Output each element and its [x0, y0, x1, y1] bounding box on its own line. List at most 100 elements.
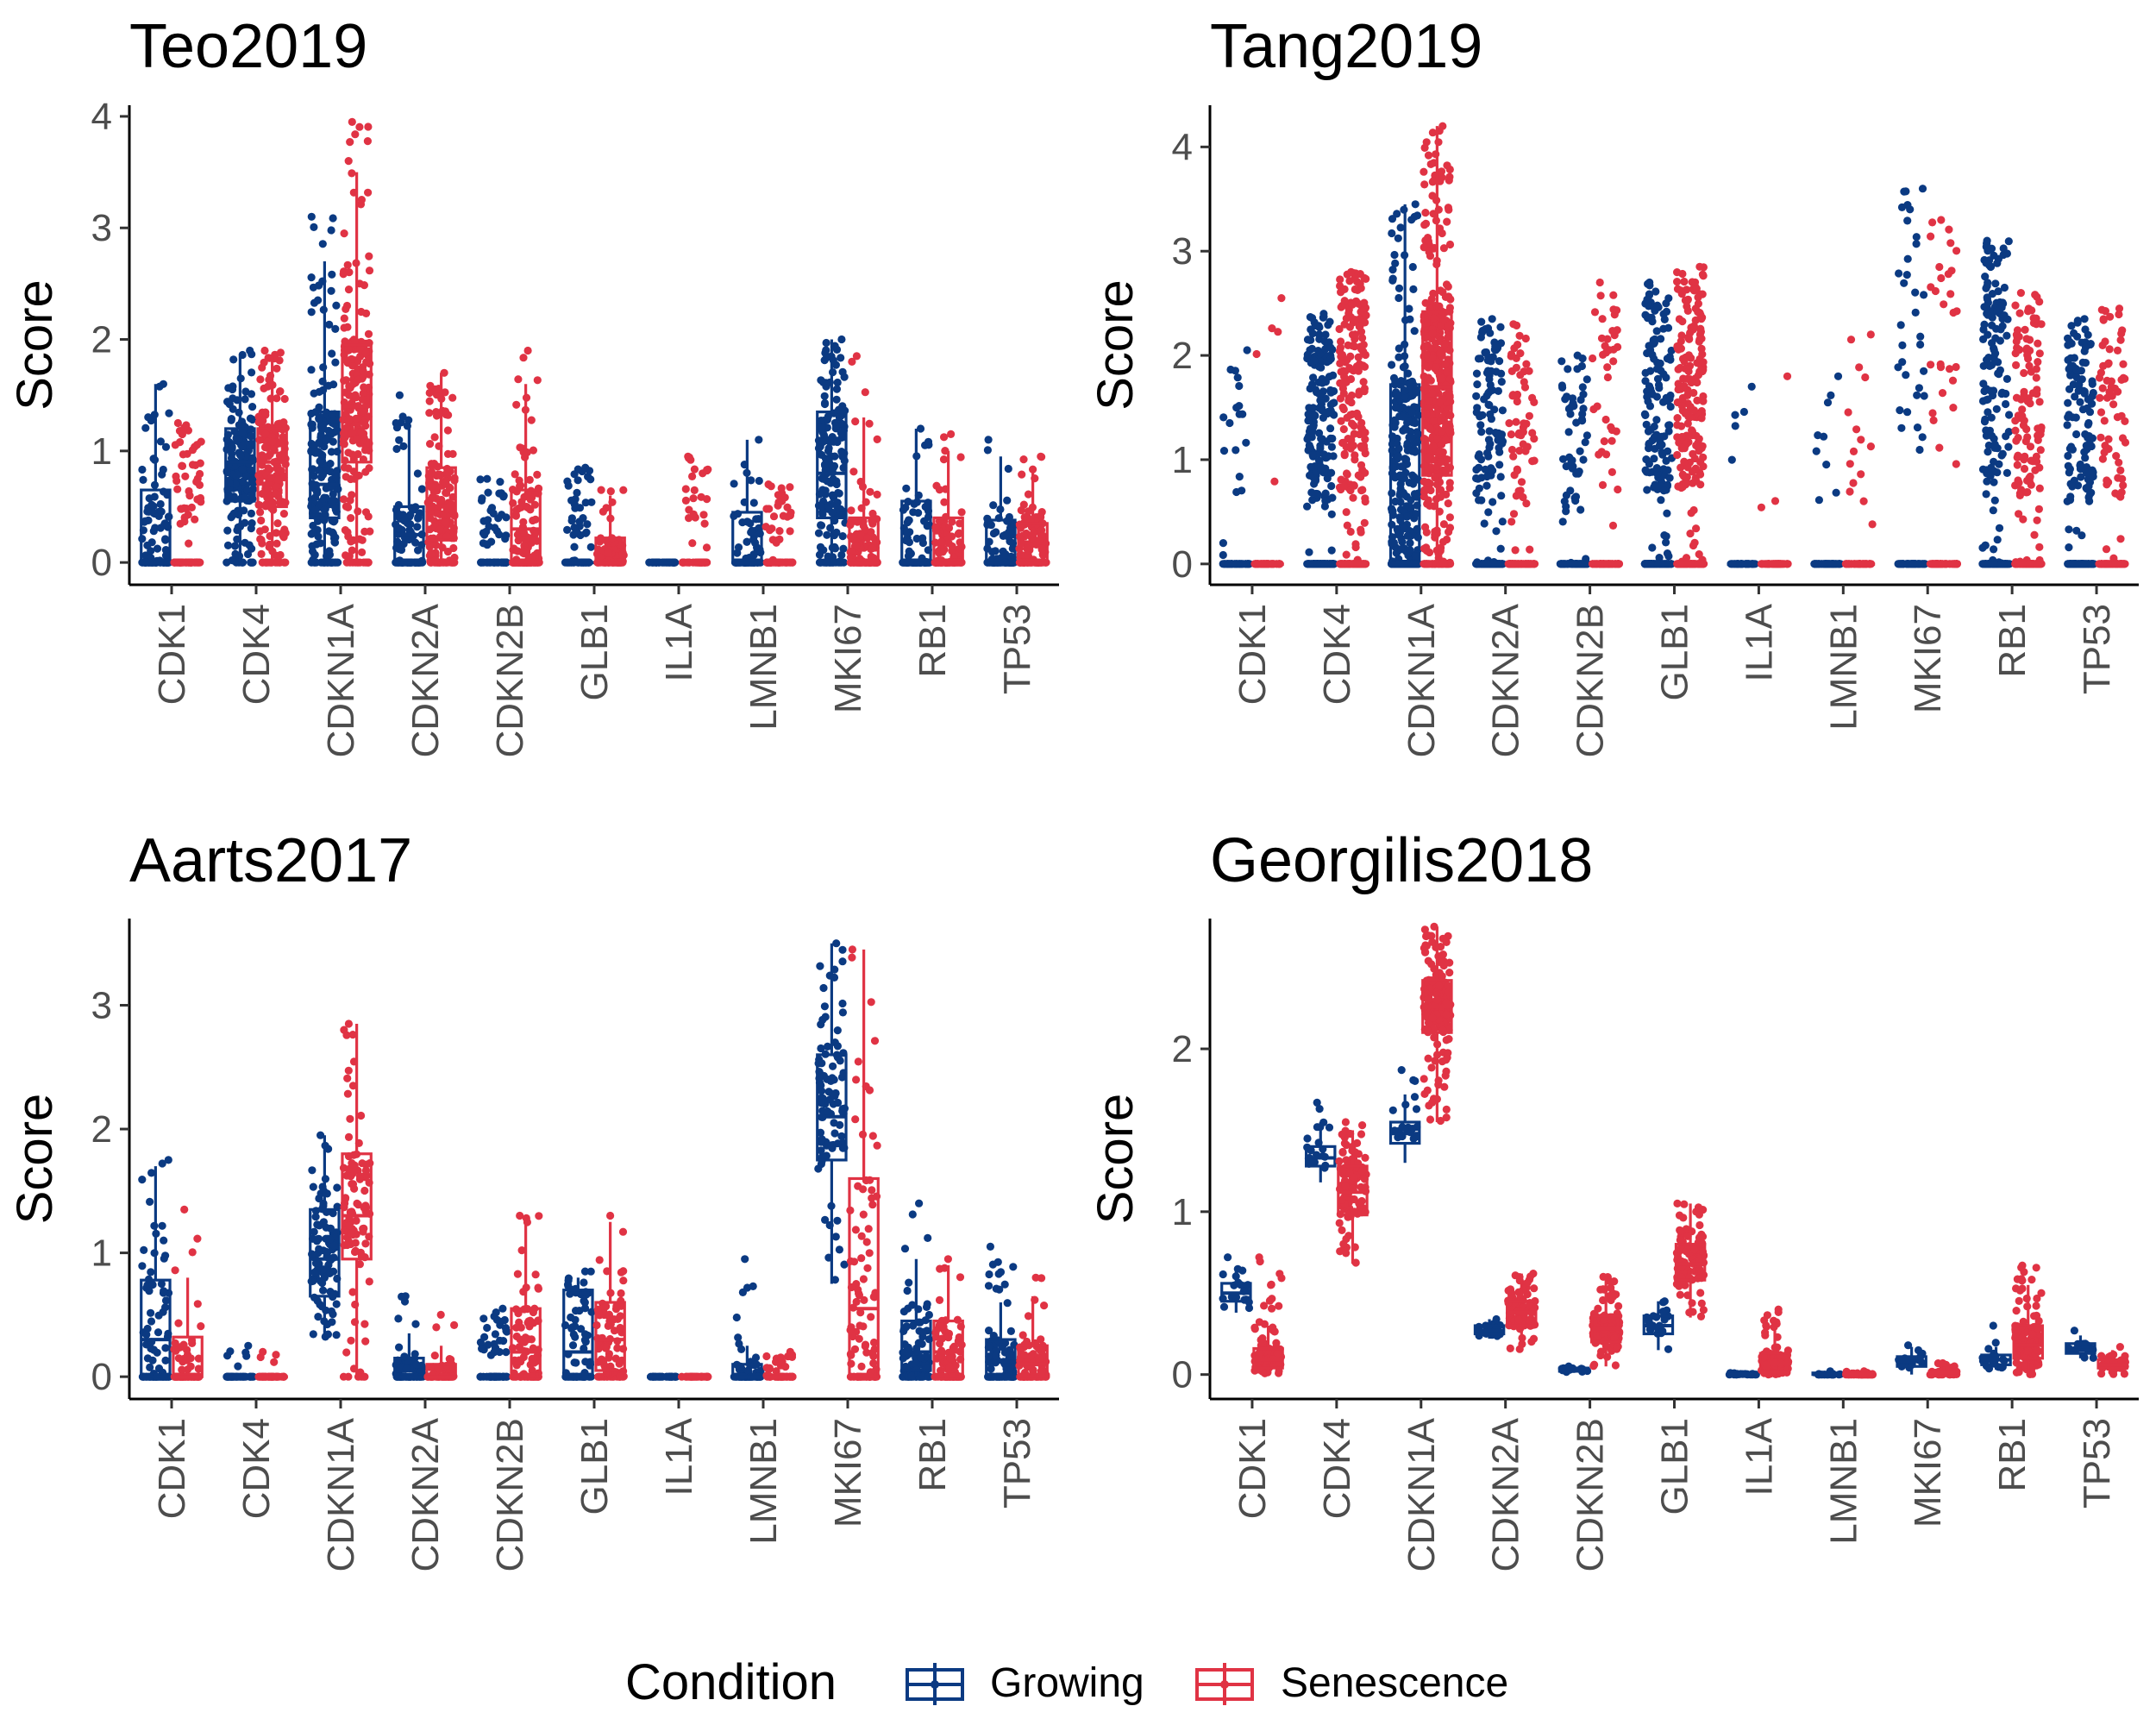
data-point — [1481, 465, 1489, 474]
data-point — [1232, 446, 1240, 455]
data-point — [1473, 380, 1482, 389]
box-cdkn2a-growing — [1473, 561, 1506, 566]
data-point — [192, 477, 201, 486]
data-point — [339, 495, 348, 504]
data-point — [868, 544, 877, 553]
data-point — [1411, 448, 1420, 456]
data-point — [573, 476, 582, 485]
data-point — [1896, 406, 1904, 415]
data-point — [1357, 473, 1365, 481]
data-point — [1564, 428, 1573, 436]
data-point — [1306, 443, 1314, 452]
data-point — [246, 414, 255, 423]
data-point — [1303, 502, 1312, 511]
data-point — [443, 467, 453, 477]
data-point — [311, 448, 320, 457]
data-point — [1918, 185, 1927, 193]
data-point — [1472, 489, 1481, 498]
data-point — [2064, 413, 2072, 422]
data-point — [777, 484, 786, 492]
data-point — [1654, 380, 1664, 389]
data-point — [523, 503, 532, 512]
data-point — [1035, 536, 1044, 545]
data-point — [1486, 410, 1495, 418]
data-point — [774, 491, 783, 499]
data-point — [1484, 508, 1493, 517]
data-point — [256, 508, 265, 517]
data-point — [1663, 509, 1671, 518]
data-point — [818, 502, 826, 511]
data-point — [1833, 372, 1843, 380]
data-point — [273, 475, 282, 484]
data-point — [359, 367, 367, 376]
data-point — [228, 511, 236, 520]
data-point — [1486, 380, 1495, 389]
data-point — [396, 511, 404, 519]
data-point — [755, 476, 763, 486]
data-point — [1578, 383, 1587, 392]
data-point — [484, 516, 492, 524]
data-point — [309, 283, 317, 292]
data-point — [699, 511, 708, 519]
data-point — [814, 529, 824, 537]
data-point — [984, 436, 993, 444]
x-tick-label: CDKN2A — [404, 603, 447, 757]
data-point — [1651, 482, 1660, 491]
data-point — [935, 486, 944, 494]
data-point — [837, 550, 846, 560]
data-point — [161, 442, 171, 451]
data-point — [581, 463, 590, 472]
data-point — [264, 464, 273, 473]
data-point — [1986, 472, 1995, 480]
data-point — [1327, 481, 1336, 491]
data-point — [1305, 548, 1313, 556]
data-point — [330, 538, 340, 547]
data-point — [260, 443, 270, 452]
data-point — [1989, 506, 1997, 515]
data-point — [1992, 405, 2001, 413]
data-point — [1357, 461, 1366, 469]
data-point — [1652, 392, 1661, 401]
data-point — [1235, 402, 1244, 411]
data-point — [1306, 471, 1314, 480]
data-point — [260, 346, 269, 355]
data-point — [1823, 398, 1833, 407]
data-point — [983, 446, 992, 455]
data-point — [1579, 455, 1588, 464]
data-point — [327, 226, 335, 235]
data-point — [1657, 335, 1665, 343]
data-point — [512, 400, 521, 409]
data-point — [310, 298, 319, 307]
data-point — [425, 388, 434, 398]
data-point — [188, 446, 197, 455]
data-point — [2081, 359, 2090, 367]
data-point — [1573, 351, 1582, 360]
data-point — [342, 502, 350, 511]
data-point — [511, 470, 519, 479]
data-point — [228, 493, 236, 502]
data-point — [1408, 471, 1417, 480]
data-point — [1407, 216, 1416, 224]
data-point — [1029, 530, 1037, 538]
data-point — [859, 522, 868, 530]
data-point — [1477, 496, 1486, 505]
data-point — [824, 447, 833, 455]
data-point — [828, 491, 837, 499]
data-point — [1324, 452, 1333, 461]
data-point — [1476, 333, 1485, 342]
data-point — [354, 449, 362, 459]
data-point — [587, 498, 596, 506]
box-lmnb1-growing — [731, 439, 763, 565]
box-cdk1-growing — [1220, 561, 1252, 566]
data-point — [364, 188, 373, 197]
data-point — [1495, 461, 1504, 469]
data-point — [342, 473, 350, 481]
data-point — [956, 453, 965, 461]
data-point — [1399, 412, 1407, 421]
data-point — [1326, 424, 1335, 433]
data-point — [417, 485, 426, 493]
data-point — [329, 518, 338, 526]
data-point — [1902, 187, 1910, 196]
data-point — [1982, 490, 1990, 499]
